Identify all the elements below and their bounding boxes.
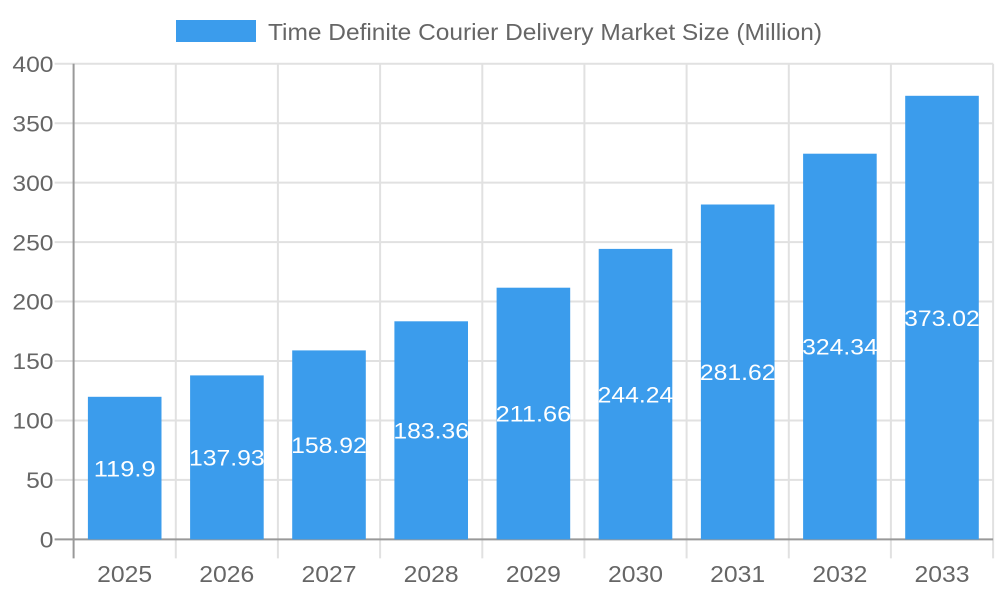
svg-text:2030: 2030: [608, 561, 663, 587]
svg-text:2032: 2032: [812, 561, 867, 587]
svg-text:137.93: 137.93: [189, 446, 265, 471]
svg-text:2029: 2029: [506, 561, 561, 587]
svg-text:50: 50: [26, 468, 53, 493]
svg-text:373.02: 373.02: [904, 306, 980, 331]
svg-text:0: 0: [40, 528, 54, 553]
svg-text:2027: 2027: [302, 561, 357, 587]
svg-text:2033: 2033: [915, 561, 970, 587]
svg-text:350: 350: [12, 111, 53, 136]
svg-text:Time Definite Courier Delivery: Time Definite Courier Delivery Market Si…: [268, 19, 822, 45]
svg-text:119.9: 119.9: [94, 456, 156, 481]
svg-text:183.36: 183.36: [393, 419, 469, 444]
svg-text:100: 100: [12, 409, 53, 434]
svg-text:324.34: 324.34: [802, 335, 878, 360]
svg-text:300: 300: [12, 171, 53, 196]
svg-text:2028: 2028: [404, 561, 459, 587]
svg-text:400: 400: [12, 52, 53, 77]
svg-text:2025: 2025: [97, 561, 152, 587]
svg-text:200: 200: [12, 290, 53, 315]
svg-text:158.92: 158.92: [291, 433, 367, 458]
svg-text:2031: 2031: [710, 561, 765, 587]
svg-text:281.62: 281.62: [700, 360, 776, 385]
svg-text:244.24: 244.24: [598, 382, 674, 407]
svg-text:250: 250: [12, 230, 53, 255]
svg-text:150: 150: [12, 349, 53, 374]
svg-text:211.66: 211.66: [496, 402, 572, 427]
svg-text:2026: 2026: [199, 561, 254, 587]
